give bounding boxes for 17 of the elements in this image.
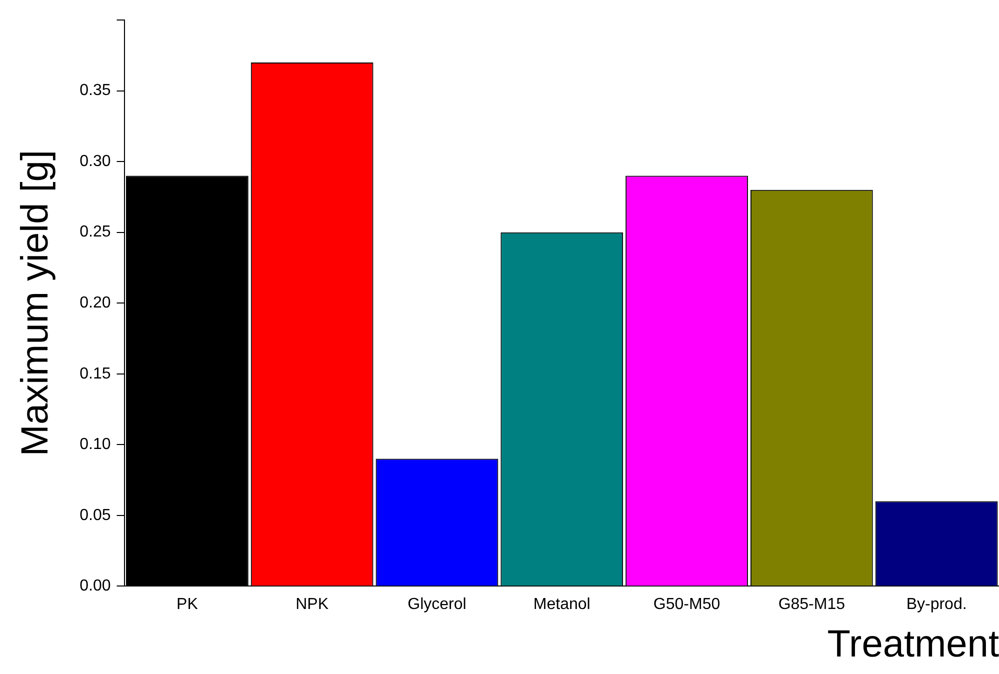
y-tick-label: 0.30 [80,152,111,170]
x-tick-label: PK [176,596,198,614]
y-tick-label: 0.00 [80,578,111,595]
x-tick-label: G50-M50 [653,596,720,614]
y-tick-label: 0.20 [80,294,111,312]
y-tick-label: 0.05 [80,506,111,524]
x-axis-title: Treatment [827,624,999,666]
y-tick-label: 0.15 [80,365,111,382]
x-tick-label: By-prod. [906,596,967,614]
y-tick-label: 0.25 [80,224,111,241]
y-tick-label: 0.35 [80,82,111,100]
x-tick-label: Metanol [533,596,590,614]
x-tick-label: G85-M15 [778,596,846,614]
y-tick-label: 0.10 [80,436,111,454]
x-tick-label: NPK [296,596,329,614]
y-axis-title: Maximum yield [g] [14,150,56,456]
x-tick-label: Glycerol [408,596,466,614]
